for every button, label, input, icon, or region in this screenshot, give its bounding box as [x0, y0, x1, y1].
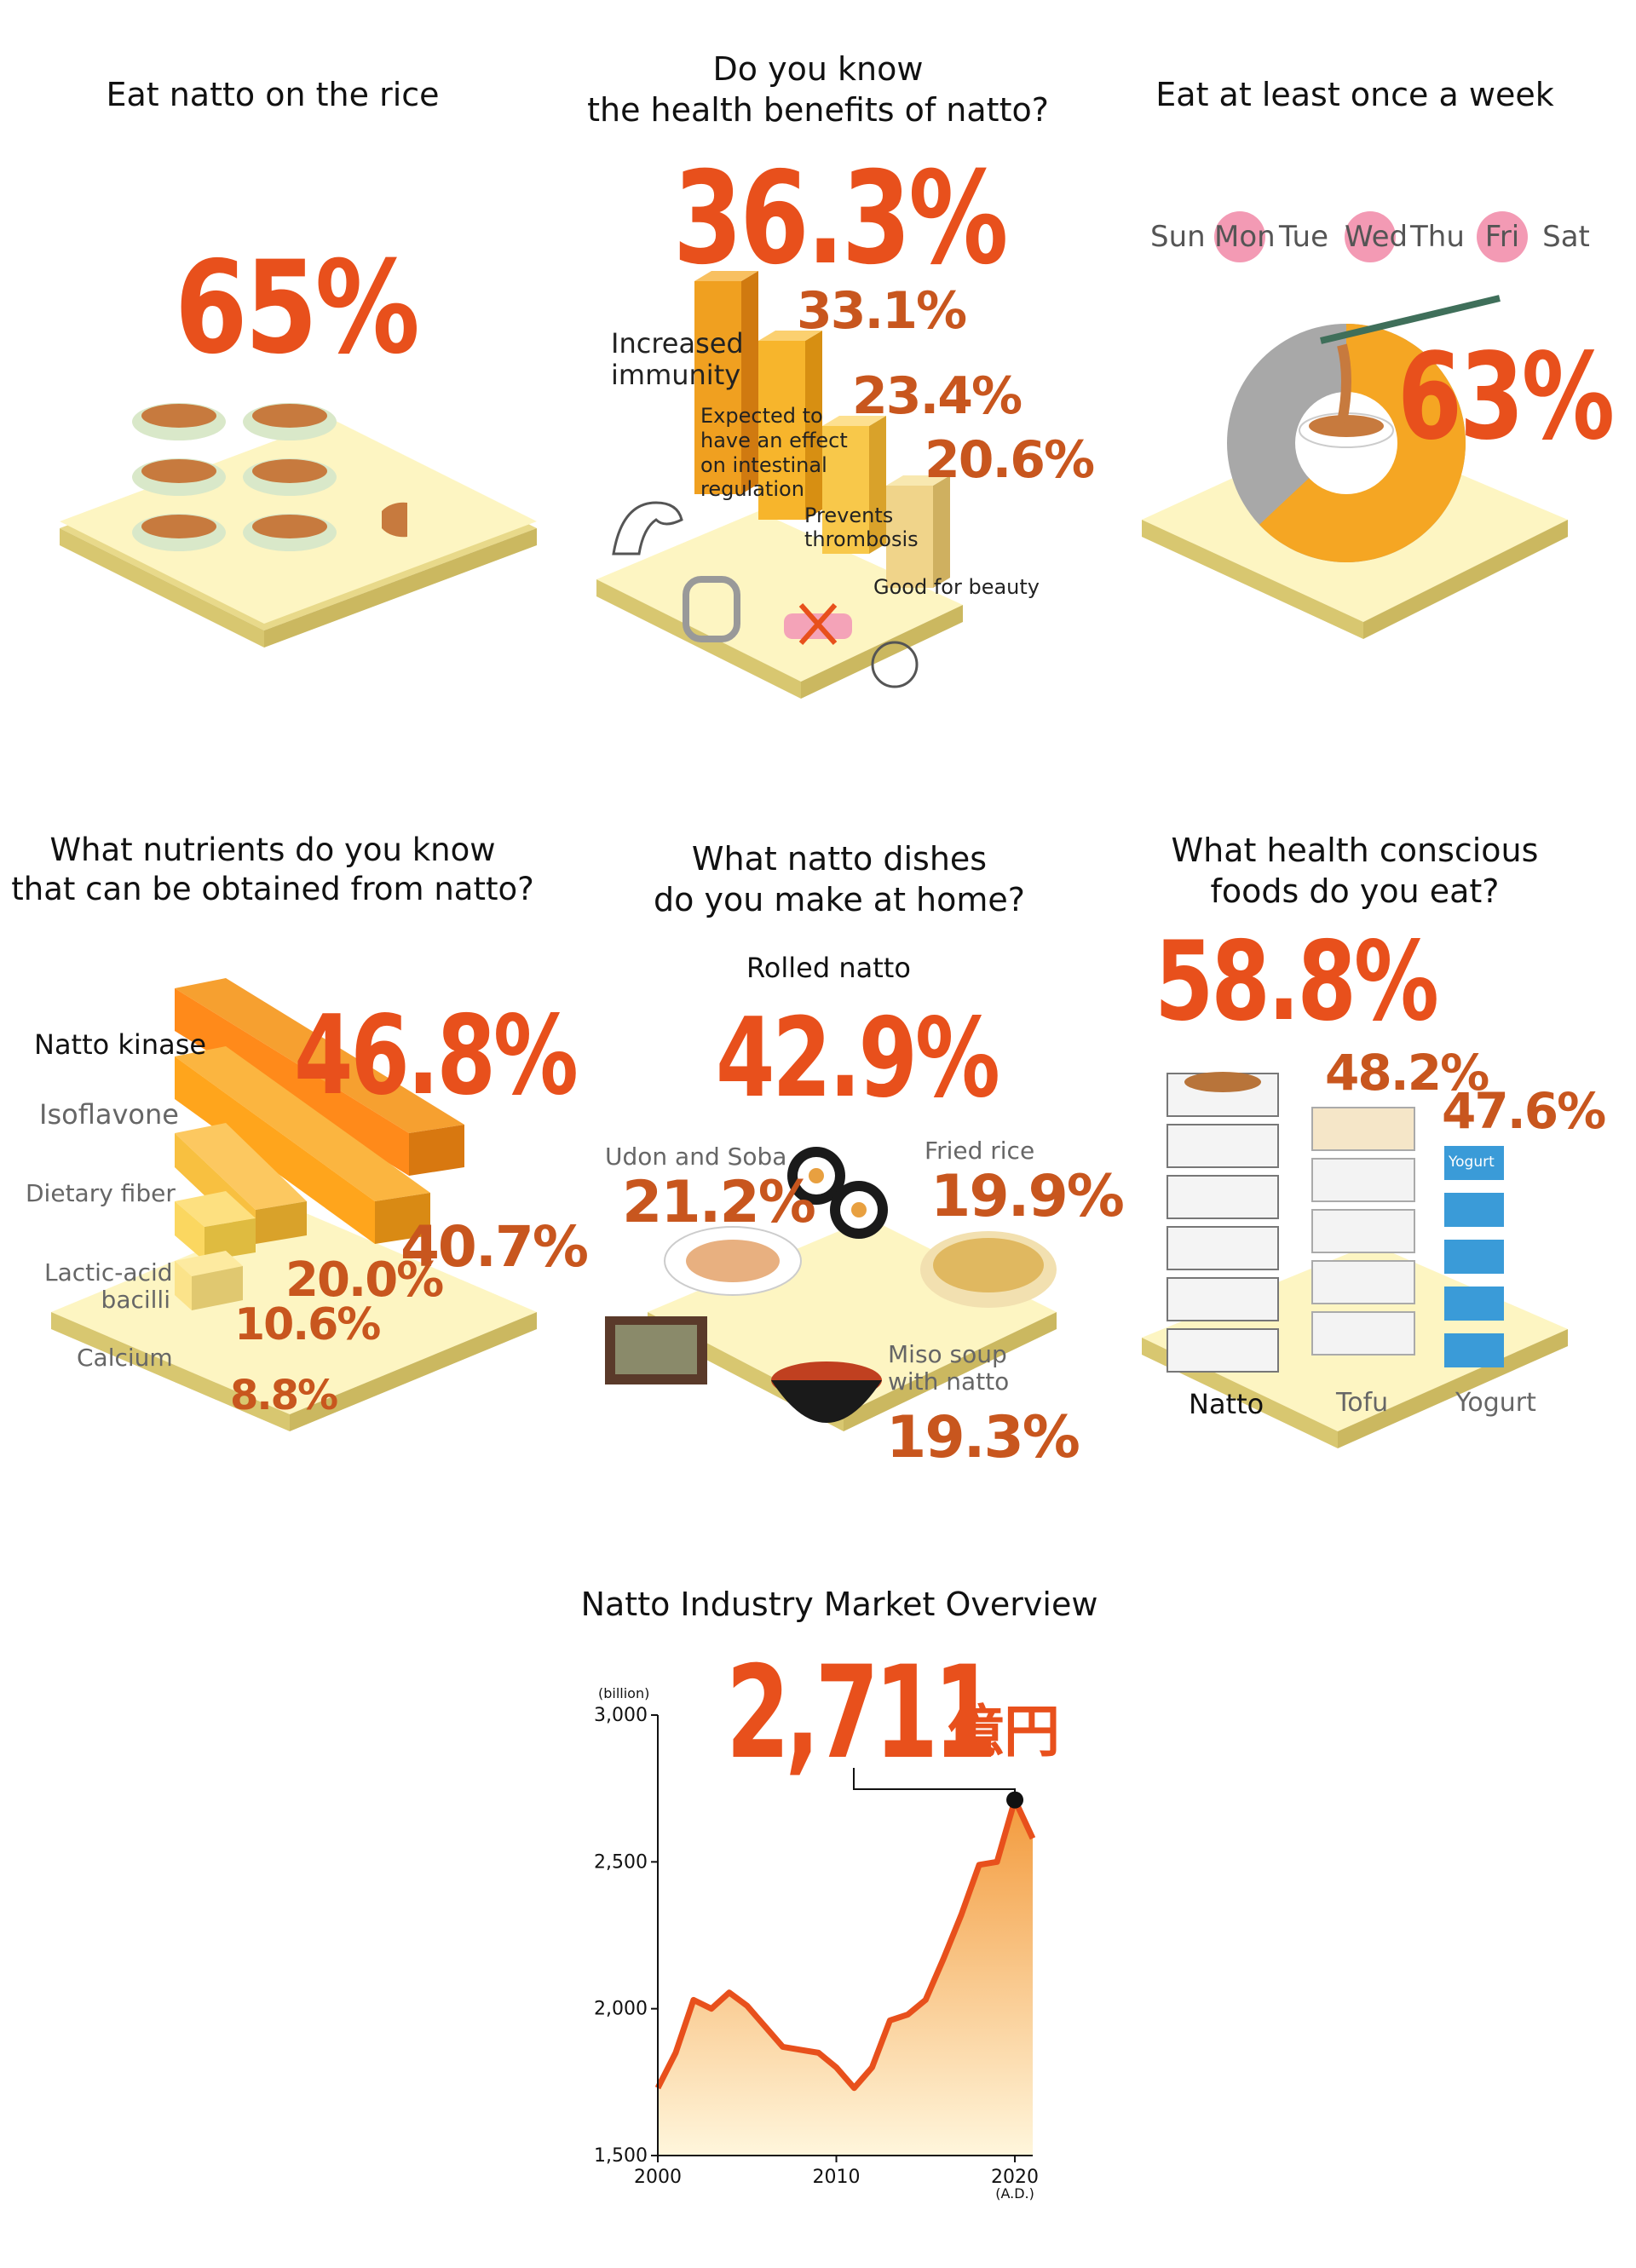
dish-value-4: 19.3%	[886, 1404, 1080, 1471]
blood-vessel-cross-icon	[784, 603, 852, 645]
title-line-2: do you make at home?	[654, 880, 1025, 918]
percent-value: 65%	[175, 234, 420, 383]
y-tick-label: 3,000	[594, 1705, 648, 1726]
y-tick-label: 2,500	[594, 1851, 648, 1873]
tofu-packs-stack-icon	[1311, 1107, 1415, 1356]
dish-label-3: Fried rice	[925, 1137, 1035, 1165]
panel-title: Do you know the health benefits of natto…	[562, 49, 1074, 130]
nutrient-value-4: 10.6%	[234, 1299, 381, 1350]
y-axis-label: (billion)	[598, 1685, 649, 1701]
natto-bowl-chopsticks-icon	[1299, 295, 1501, 448]
food-value-3: 47.6%	[1442, 1082, 1606, 1140]
muscle-arm-icon	[612, 501, 683, 555]
title-line-2: that can be obtained from natto?	[11, 871, 534, 908]
benefit-value-1: 36.3%	[673, 145, 1008, 293]
dish-value-1: 42.9%	[716, 995, 1000, 1122]
panel-title: What health conscious foods do you eat?	[1133, 831, 1576, 912]
day-thu: Thu	[1410, 220, 1465, 254]
food-label-3: Yogurt	[1455, 1388, 1536, 1418]
yogurt-cups-stack-icon	[1444, 1146, 1504, 1367]
title-line-1: What natto dishes	[691, 840, 988, 878]
dish-label-4: Miso soup with natto	[888, 1340, 1010, 1396]
nutrient-value-3: 20.0%	[285, 1252, 444, 1308]
sushi-roll-icon	[787, 1147, 888, 1239]
highlight-point	[1006, 1791, 1024, 1809]
chart-highlight-unit: 億円	[948, 1699, 1060, 1764]
rice-bowl-icon	[132, 403, 407, 551]
nutrient-label-2: Isoflavone	[39, 1098, 179, 1131]
y-tick-label: 2,000	[594, 1999, 648, 2020]
soba-tray-icon	[605, 1316, 707, 1384]
title-line-1: Do you know	[712, 50, 924, 88]
weekly-pie-illustration	[1142, 295, 1568, 639]
miso-bowl-icon	[771, 1361, 882, 1423]
benefit-bars-illustration	[596, 271, 963, 699]
series-line	[654, 1797, 1036, 2092]
day-fri: Fri	[1477, 211, 1528, 262]
woman-beauty-icon	[871, 641, 919, 688]
nutrient-label-3: Dietary fiber	[26, 1179, 176, 1207]
rice-bowls-illustration	[60, 403, 537, 648]
dish-value-2: 21.2%	[622, 1169, 816, 1236]
title-line-1: What nutrients do you know	[49, 832, 496, 868]
nutrient-value-1: 46.8%	[294, 993, 579, 1120]
fried-rice-icon	[920, 1231, 1057, 1308]
yogurt-cup-text: Yogurt	[1449, 1154, 1495, 1171]
percent-value: 63%	[1397, 328, 1615, 467]
x-axis-label: (A.D.)	[995, 2185, 1034, 2202]
y-tick-label: 1,500	[594, 2145, 648, 2167]
nutrient-value-5: 8.8%	[230, 1372, 338, 1419]
food-value-1: 58.8%	[1155, 918, 1439, 1045]
panel-title: Eat natto on the rice	[106, 76, 440, 113]
title-line-2: foods do you eat?	[1210, 872, 1500, 910]
benefit-label-1: Increased immunity	[611, 327, 744, 391]
nutrient-label-5: Calcium	[77, 1344, 173, 1372]
x-tick-label: 2010	[813, 2167, 861, 2188]
nutrient-bars-illustration	[51, 978, 537, 1431]
nutrient-label-4: Lactic-acid bacilli	[44, 1258, 173, 1315]
dish-label-1: Rolled natto	[746, 952, 911, 984]
panel-title: Eat at least once a week	[1155, 76, 1554, 113]
nutrient-value-2: 40.7%	[400, 1214, 589, 1280]
udon-plate-icon	[664, 1226, 802, 1296]
title-line-2: the health benefits of natto?	[587, 90, 1049, 129]
benefit-label-2: Expected to have an effect on intestinal r…	[700, 404, 848, 502]
area-fill	[658, 1799, 1033, 2156]
food-value-2: 48.2%	[1325, 1044, 1489, 1102]
benefit-value-3: 23.4%	[852, 366, 1022, 426]
day-tue: Tue	[1278, 220, 1329, 254]
benefit-label-3: Prevents thrombosis	[804, 504, 919, 551]
chart-highlight-value: 2,711	[726, 1639, 998, 1787]
food-label-1: Natto	[1189, 1388, 1264, 1420]
dish-value-3: 19.9%	[930, 1163, 1125, 1230]
benefit-value-2: 33.1%	[797, 281, 967, 341]
intestine-icon	[683, 576, 740, 642]
dishes-illustration	[605, 1147, 1057, 1431]
benefit-value-4: 20.6%	[925, 430, 1095, 490]
health-foods-illustration	[1142, 1072, 1568, 1448]
x-tick-label: 2000	[634, 2167, 682, 2188]
panel-title: What nutrients do you know that can be o…	[0, 831, 545, 910]
title-line-1: What health conscious	[1171, 832, 1539, 869]
x-tick-label: 2020	[991, 2167, 1039, 2188]
nutrient-label-1: Natto kinase	[34, 1028, 207, 1061]
dish-label-2: Udon and Soba	[605, 1143, 787, 1171]
natto-packs-stack-icon	[1167, 1072, 1279, 1373]
food-label-2: Tofu	[1336, 1388, 1389, 1418]
benefit-label-4: Good for beauty	[873, 575, 1040, 599]
day-sun: Sun	[1150, 220, 1206, 254]
chart-title: Natto Industry Market Overview	[580, 1586, 1098, 1623]
day-sat: Sat	[1542, 220, 1590, 254]
panel-title: What natto dishes do you make at home?	[588, 839, 1091, 920]
